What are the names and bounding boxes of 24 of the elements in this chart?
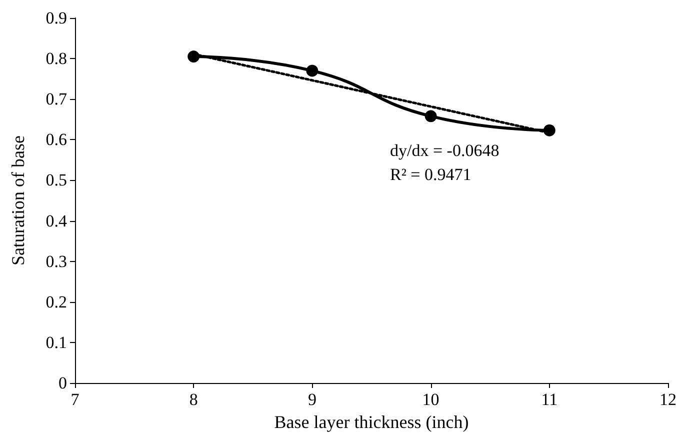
x-tick-label: 11 — [541, 390, 558, 409]
y-tick-label: 0.9 — [46, 8, 67, 28]
annotation: R² = 0.9471 — [390, 165, 472, 184]
x-tick-label: 10 — [422, 390, 440, 409]
point — [543, 124, 556, 136]
y-tick-label: 0.5 — [46, 170, 67, 190]
annotation: dy/dx = -0.0648 — [390, 141, 500, 160]
point — [188, 50, 200, 63]
point — [306, 64, 318, 77]
x-tick-label: 12 — [660, 390, 676, 409]
y-tick-label: 0.4 — [46, 211, 68, 230]
x-axis-title: Base layer thickness (inch) — [274, 412, 469, 432]
y-tick-label: 0.3 — [46, 252, 67, 271]
x-tick-label: 7 — [70, 390, 80, 409]
y-tick-label: 0.2 — [46, 292, 67, 312]
x-tick-label: 8 — [189, 390, 198, 409]
point — [424, 110, 437, 122]
y-tick-label: 0 — [58, 374, 67, 392]
y-tick-label: 0.8 — [46, 49, 67, 68]
y-tick-label: 0.7 — [46, 90, 68, 109]
y-axis-title: Saturation of base — [8, 136, 28, 266]
y-tick-label: 0.1 — [46, 332, 67, 352]
y-tick-label: 0.6 — [46, 130, 67, 150]
x-tick-label: 9 — [308, 390, 316, 409]
